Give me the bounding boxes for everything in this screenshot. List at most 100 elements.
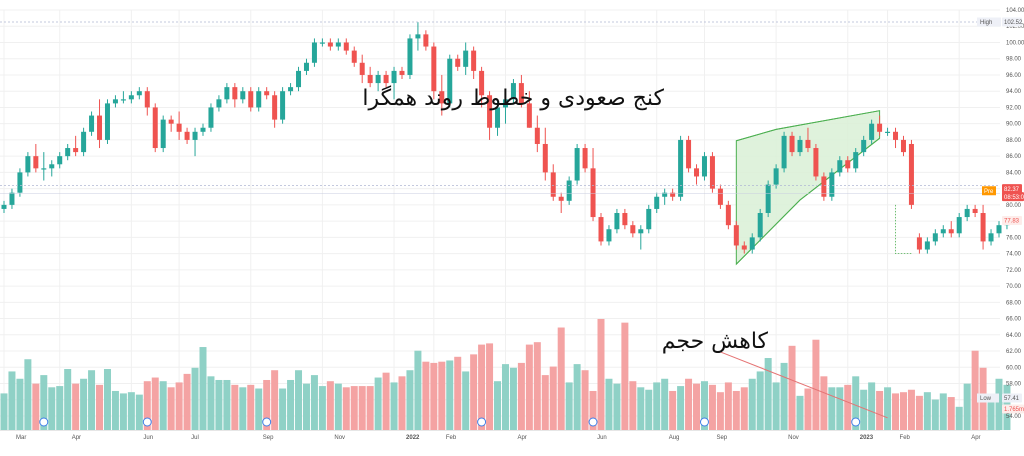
volume-bar <box>127 392 135 430</box>
candle-body <box>256 91 262 108</box>
minor-tag-box <box>1002 216 1022 226</box>
volume-bar <box>685 378 693 430</box>
y-tick-label: 54.00 <box>1006 414 1022 420</box>
high-tag-box <box>1002 17 1022 27</box>
candle-body <box>311 42 317 63</box>
candle-body <box>678 139 684 197</box>
candle-layer <box>1 22 1010 254</box>
overlay-layer <box>0 21 1000 427</box>
volume-bar <box>923 392 931 430</box>
candle-body <box>725 204 731 226</box>
candle-body <box>694 168 700 177</box>
y-tick-label: 70.00 <box>1006 284 1022 290</box>
volume-bar <box>653 382 661 430</box>
x-tick-label: Nov <box>788 435 799 441</box>
volume-bar <box>183 373 191 430</box>
volume-bar <box>430 362 438 430</box>
candle-body <box>288 87 294 92</box>
volume-bar <box>16 378 24 430</box>
volume-bar <box>8 371 16 430</box>
low-label: Low <box>980 396 992 402</box>
volume-bar <box>876 390 884 430</box>
volume-bar <box>740 387 748 430</box>
candle-body <box>709 156 715 189</box>
volume-bar <box>645 389 653 430</box>
volume-bar <box>955 406 963 430</box>
candle-body <box>487 95 493 128</box>
candle-body <box>97 115 103 140</box>
x-tick-label: Apr <box>971 435 980 441</box>
candle-body <box>120 99 126 101</box>
high-tag-text: 102.52 <box>1004 20 1023 26</box>
low-tag-text: 57.41 <box>1004 396 1020 402</box>
volume-bar <box>732 390 740 430</box>
volume-bar <box>231 384 239 430</box>
volume-bar <box>629 381 637 430</box>
candle-body <box>518 83 524 104</box>
candle-body <box>534 127 540 144</box>
candle-body <box>861 139 867 153</box>
countdown-tag: 08:53:07 <box>1002 192 1024 202</box>
volume-bar <box>414 350 422 430</box>
volume-bar <box>868 382 876 430</box>
x-tick-label: Jun <box>597 435 607 441</box>
candle-body <box>526 103 532 128</box>
y-tick-label: 88.00 <box>1006 138 1022 144</box>
volume-bar <box>788 345 796 430</box>
volume-bar <box>549 366 557 430</box>
candle-body <box>343 42 349 51</box>
y-tick-label: 64.00 <box>1006 333 1022 339</box>
volume-bar <box>438 361 446 430</box>
y-tick-label: 104.00 <box>1006 8 1024 14</box>
volume-bar <box>541 375 549 430</box>
earnings-circle <box>588 417 598 427</box>
last-price-tag-text: 82.37 <box>1004 187 1020 193</box>
earnings-marker <box>39 417 49 427</box>
price-axis[interactable]: 104.00 102.00 100.00 98.00 96.00 94.00 92.00 90… <box>1006 8 1024 420</box>
x-tick-label: Nov <box>334 435 345 441</box>
candle-body <box>240 91 246 100</box>
volume-bar <box>446 360 454 430</box>
candle-body <box>335 42 341 47</box>
countdown-tag-box <box>1002 192 1024 202</box>
volume-bar <box>302 383 310 430</box>
volume-bar <box>501 364 509 430</box>
volume-bar <box>899 392 907 430</box>
volume-bar <box>390 382 398 430</box>
candle-body <box>908 143 914 205</box>
volume-bar <box>48 387 56 430</box>
candle-body <box>510 83 516 100</box>
volume-bar <box>804 388 812 430</box>
volume-bar <box>103 369 111 430</box>
candle-body <box>184 131 190 140</box>
gap-marker <box>895 204 912 255</box>
volume-bar <box>525 344 533 430</box>
candle-body <box>17 172 23 193</box>
candle-body <box>128 95 134 100</box>
candle-body <box>57 156 63 165</box>
candle-body <box>749 237 755 250</box>
candle-body <box>813 148 819 177</box>
volume-bar <box>772 382 780 430</box>
candle-body <box>407 38 413 75</box>
volume-bar <box>637 387 645 430</box>
volume-bar <box>24 359 32 430</box>
volume-bar <box>247 384 255 430</box>
y-tick-label: 66.00 <box>1006 317 1022 323</box>
volume-bar <box>40 375 48 430</box>
volume-bar <box>56 386 64 430</box>
time-axis[interactable]: Mar Apr Jun Jul Sep Nov 2022 Feb Apr Jun Aug Sep Nov… <box>16 435 981 441</box>
volume-bar <box>836 387 844 430</box>
candle-body <box>49 164 55 169</box>
candle-body <box>41 168 47 170</box>
candle-body <box>455 58 461 67</box>
volume-bar <box>334 383 342 430</box>
volume-bar <box>191 367 199 430</box>
candle-body <box>73 148 79 153</box>
x-tick-label: Apr <box>72 435 81 441</box>
volume-bar <box>573 364 581 430</box>
volume-bar <box>80 378 88 430</box>
volume-tag-box <box>1002 404 1024 414</box>
